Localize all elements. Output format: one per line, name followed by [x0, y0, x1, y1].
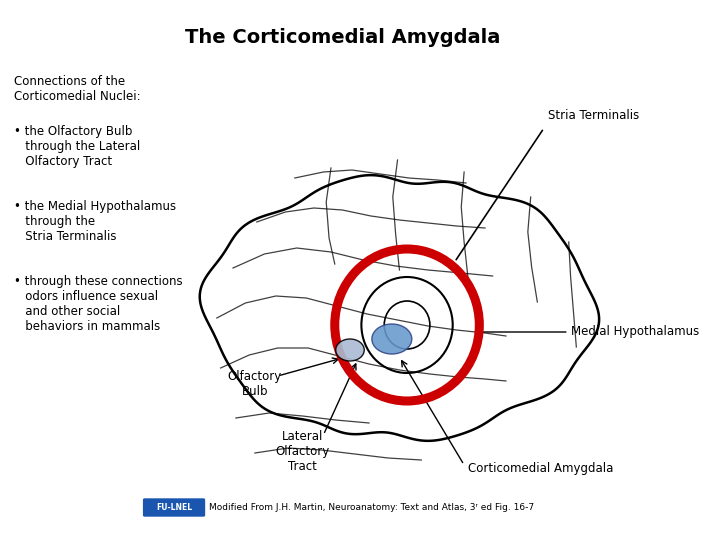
Text: Olfactory
Bulb: Olfactory Bulb — [228, 370, 282, 398]
Text: Corticomedial Amygdala: Corticomedial Amygdala — [468, 462, 613, 475]
Text: Connections of the
Corticomedial Nuclei:: Connections of the Corticomedial Nuclei: — [14, 75, 141, 103]
Text: • the Medial Hypothalamus
   through the
   Stria Terminalis: • the Medial Hypothalamus through the St… — [14, 200, 176, 243]
Text: Medial Hypothalamus: Medial Hypothalamus — [571, 326, 699, 339]
Text: The Corticomedial Amygdala: The Corticomedial Amygdala — [185, 28, 500, 47]
Text: FU-LNEL: FU-LNEL — [156, 503, 192, 511]
Text: • through these connections
   odors influence sexual
   and other social
   beh: • through these connections odors influe… — [14, 275, 183, 333]
Text: Modified From J.H. Martin, Neuroanatomy: Text and Atlas, 3ʳ ed Fig. 16-7: Modified From J.H. Martin, Neuroanatomy:… — [210, 503, 534, 511]
Text: Lateral
Olfactory
Tract: Lateral Olfactory Tract — [275, 430, 330, 473]
Text: Stria Terminalis: Stria Terminalis — [548, 109, 639, 122]
Polygon shape — [199, 175, 599, 441]
Ellipse shape — [336, 339, 364, 361]
Text: • the Olfactory Bulb
   through the Lateral
   Olfactory Tract: • the Olfactory Bulb through the Lateral… — [14, 125, 140, 168]
Ellipse shape — [372, 324, 412, 354]
FancyBboxPatch shape — [143, 499, 204, 516]
